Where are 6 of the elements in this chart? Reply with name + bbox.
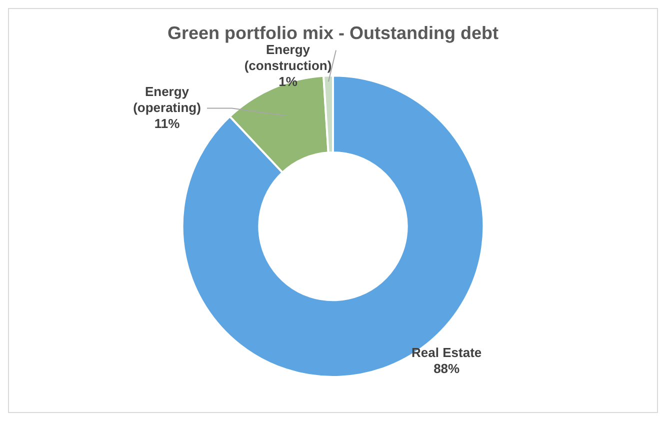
slice-label: Real Estate — [412, 345, 482, 360]
slice-label: Energy (construction) — [244, 42, 332, 73]
chart-title: Green portfolio mix - Outstanding debt — [168, 22, 498, 43]
slice-label: Energy (operating) — [133, 84, 201, 115]
data-label: 88% — [434, 361, 460, 376]
data-label: 11% — [154, 116, 180, 131]
